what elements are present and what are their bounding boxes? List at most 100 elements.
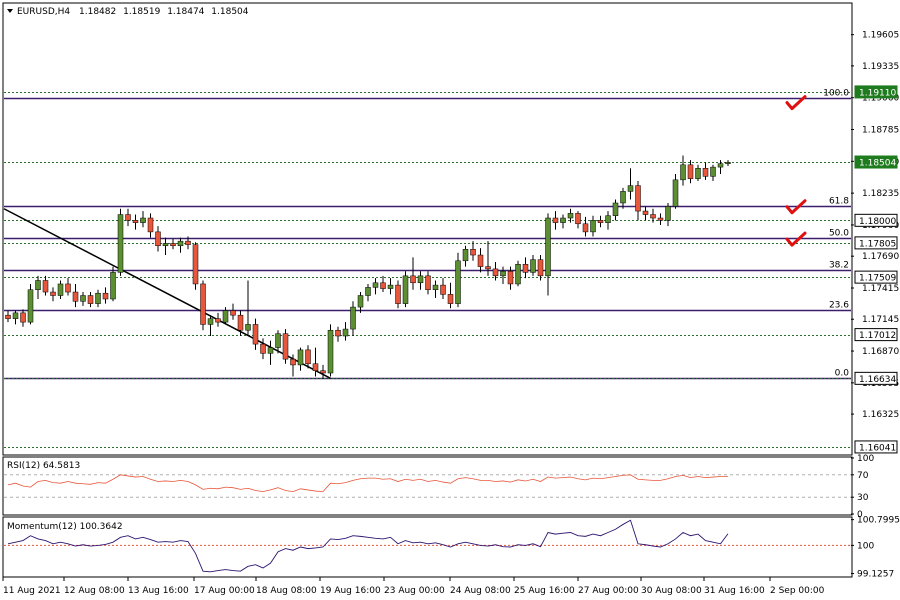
price-tag-box [854, 371, 898, 385]
fib-level-label: 0.0 [835, 369, 850, 379]
price-tag-box [854, 155, 898, 169]
bear-candle [20, 312, 26, 323]
bull-candle [455, 260, 461, 304]
fib-level-label: 100.0 [823, 89, 849, 99]
y-tick-label: 1.17415 [862, 284, 899, 294]
bull-candle [372, 282, 379, 288]
x-tick-label: 18 Aug 08:00 [256, 586, 317, 596]
bull-candle [222, 310, 229, 323]
x-tick-label: 30 Aug 08:00 [641, 586, 702, 596]
bear-candle [237, 314, 244, 331]
price-tag-box [854, 440, 898, 454]
bear-candle [290, 358, 296, 366]
bear-candle [425, 275, 431, 290]
x-tick-label: 27 Aug 00:00 [578, 586, 639, 596]
price-tag-box [854, 236, 898, 250]
bear-candle [72, 291, 79, 302]
bear-candle [282, 333, 289, 360]
x-tick-label: 2 Sep 00:00 [770, 586, 825, 596]
bear-candle [582, 223, 589, 233]
bear-candle [260, 343, 266, 354]
bear-candle [447, 294, 454, 304]
checkmark-icon [785, 199, 807, 215]
checkmark-icon [785, 231, 807, 247]
bull-candle [590, 220, 596, 233]
price-tag-label: 1.17509 [859, 274, 896, 284]
bear-candle [597, 220, 604, 223]
y-tick-label: 1.18235 [862, 189, 899, 199]
symbol-header: EURUSD,H4 1.18482 1.18519 1.18474 1.1850… [17, 7, 249, 17]
high-value: 1.18519 [123, 7, 160, 17]
bull-candle [725, 162, 731, 164]
checkmark-icon [785, 95, 807, 111]
symbol-label: EURUSD,H4 [17, 7, 70, 17]
rsi-panel-frame [2, 456, 853, 516]
bear-candle [657, 217, 664, 221]
x-tick-label: 25 Aug 16:00 [514, 586, 575, 596]
bull-candle [665, 206, 671, 221]
bear-candle [687, 164, 694, 179]
bull-candle [117, 214, 124, 273]
bull-candle [12, 312, 19, 319]
fib-level-label: 38.2 [829, 261, 849, 271]
bull-candle [35, 280, 41, 290]
bear-candle [507, 270, 514, 285]
momentum-tick-label: 100 [857, 541, 874, 551]
y-tick-label: 1.17690 [862, 252, 899, 262]
y-tick-label: 1.17145 [862, 315, 899, 325]
price-tag-box [854, 213, 898, 227]
rsi-label: RSI(12) 64.5813 [7, 461, 80, 471]
bear-candle [380, 282, 386, 289]
symbol-dropdown-icon[interactable] [7, 9, 13, 13]
bear-candle [320, 370, 326, 374]
momentum-panel-frame [2, 516, 853, 578]
bear-candle [102, 292, 109, 300]
main-panel: 100.0 61.8 50.0 38.2 23.6 0.0 1.19605 1.19335 1.… [3, 31, 899, 454]
bull-candle [95, 292, 101, 304]
x-tick-label: 31 Aug 16:00 [704, 586, 765, 596]
bear-candle [650, 214, 656, 219]
main-panel-frame [2, 2, 853, 456]
bear-candle [42, 280, 49, 293]
bear-candle [125, 214, 131, 221]
price-tag-label: 1.16041 [859, 443, 896, 453]
bear-candle [410, 275, 416, 284]
rsi-line [7, 474, 728, 493]
bear-candle [170, 243, 176, 247]
bear-candle [552, 217, 559, 223]
bull-candle [672, 179, 679, 207]
bear-candle [395, 284, 401, 304]
rsi-tick-label: 100 [857, 454, 874, 464]
trendline [3, 208, 331, 380]
bull-candle [515, 264, 521, 285]
bull-candle [530, 259, 536, 273]
bull-candle [710, 166, 716, 177]
bear-candle [492, 268, 499, 277]
bull-candle [462, 248, 469, 262]
bull-candle [342, 328, 349, 337]
close-value: 1.18504 [211, 7, 248, 17]
x-tick-label: 24 Aug 08:00 [450, 586, 511, 596]
bull-candle [245, 324, 251, 331]
bear-candle [5, 314, 11, 319]
y-tick-label: 1.18785 [862, 126, 899, 136]
bull-candle [605, 215, 611, 223]
bull-candle [275, 333, 281, 348]
bull-candle [207, 318, 214, 325]
y-tick-label: 1.19335 [862, 62, 899, 72]
bull-candle [612, 202, 619, 216]
bear-candle [192, 244, 199, 285]
bull-candle [357, 295, 364, 308]
bull-candle [297, 349, 304, 366]
bull-candle [402, 275, 409, 304]
price-tag-box [854, 85, 898, 99]
y-tick-label: 1.19060 [862, 94, 899, 104]
bear-candle [147, 217, 154, 233]
price-tag-label: 1.17012 [859, 331, 896, 341]
bear-candle [132, 220, 139, 223]
bull-candle [177, 240, 184, 247]
momentum-tick-label: 99.1257 [857, 570, 894, 580]
price-tag-label: 1.18504 [859, 159, 896, 169]
bear-candle [155, 231, 161, 247]
time-axis: 11 Aug 2021 12 Aug 08:00 13 Aug 16:00 17 Au… [2, 577, 825, 596]
